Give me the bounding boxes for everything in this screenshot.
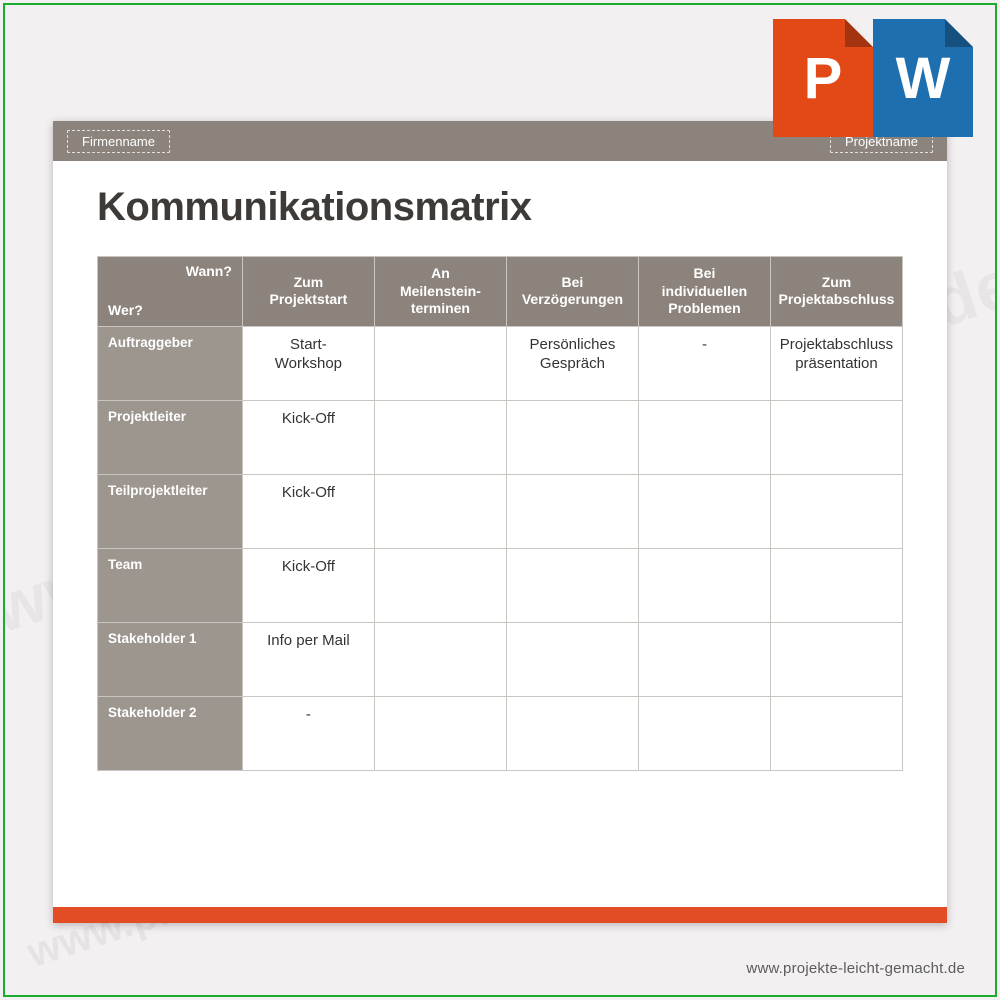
matrix-cell: Start-Workshop [242,326,374,400]
matrix-cell [374,696,506,770]
matrix-row-header: Stakeholder 2 [98,696,243,770]
matrix-cell [770,548,902,622]
matrix-cell: PersönlichesGespräch [506,326,638,400]
matrix-cell: Projektabschlusspräsentation [770,326,902,400]
matrix-cell [770,622,902,696]
matrix-column-header: BeiVerzögerungen [506,257,638,327]
matrix-column-header: ZumProjektstart [242,257,374,327]
matrix-column-header: BeiindividuellenProblemen [638,257,770,327]
slide-footer-bar [53,907,947,923]
matrix-row-header: Team [98,548,243,622]
communication-matrix-table: Wann? Wer? ZumProjektstartAnMeilenstein-… [97,256,903,771]
company-name-placeholder[interactable]: Firmenname [67,130,170,153]
matrix-cell [374,400,506,474]
matrix-row-header: Projektleiter [98,400,243,474]
matrix-cell: Kick-Off [242,474,374,548]
matrix-cell: - [242,696,374,770]
table-row: Stakeholder 2- [98,696,903,770]
matrix-table-wrap: Wann? Wer? ZumProjektstartAnMeilenstein-… [53,238,947,907]
word-icon-letter: W [896,45,951,112]
table-row: Stakeholder 1Info per Mail [98,622,903,696]
matrix-cell [506,696,638,770]
slide: Firmenname Projektname Kommunikationsmat… [53,121,947,923]
matrix-cell [374,326,506,400]
matrix-cell [638,400,770,474]
matrix-cell [638,622,770,696]
table-row: TeilprojektleiterKick-Off [98,474,903,548]
table-row: ProjektleiterKick-Off [98,400,903,474]
matrix-cell: Kick-Off [242,400,374,474]
matrix-cell [506,400,638,474]
matrix-cell [506,622,638,696]
matrix-cell [506,474,638,548]
matrix-column-header: ZumProjektabschluss [770,257,902,327]
matrix-corner-cell: Wann? Wer? [98,257,243,327]
matrix-cell [770,400,902,474]
slide-title: Kommunikationsmatrix [53,161,947,238]
matrix-column-header: AnMeilenstein-terminen [374,257,506,327]
matrix-cell: Info per Mail [242,622,374,696]
matrix-cell: - [638,326,770,400]
matrix-row-header: Teilprojektleiter [98,474,243,548]
word-icon: W [873,19,973,137]
matrix-cell [770,696,902,770]
matrix-cell [374,474,506,548]
powerpoint-icon: P [773,19,873,137]
corner-top-label: Wann? [186,263,232,281]
credit-url: www.projekte-leicht-gemacht.de [746,960,965,977]
file-type-icons: P W [773,19,973,137]
matrix-cell [374,622,506,696]
matrix-cell [770,474,902,548]
matrix-cell [506,548,638,622]
matrix-cell [638,696,770,770]
corner-bottom-label: Wer? [108,302,143,320]
matrix-cell: Kick-Off [242,548,374,622]
outer-frame: www.projekte-leicht-gemacht.de www.pr P … [3,3,997,997]
matrix-row-header: Stakeholder 1 [98,622,243,696]
matrix-cell [374,548,506,622]
matrix-cell [638,548,770,622]
table-row: AuftraggeberStart-Workshop PersönlichesGe… [98,326,903,400]
powerpoint-icon-letter: P [804,45,843,112]
matrix-cell [638,474,770,548]
matrix-row-header: Auftraggeber [98,326,243,400]
table-row: TeamKick-Off [98,548,903,622]
